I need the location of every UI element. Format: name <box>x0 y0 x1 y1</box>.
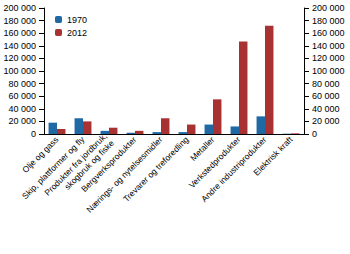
svg-text:100 000: 100 000 <box>3 66 36 76</box>
svg-text:160 000: 160 000 <box>3 28 36 38</box>
svg-text:Bergverksprodukter: Bergverksprodukter <box>79 134 139 194</box>
svg-text:0: 0 <box>31 129 36 139</box>
svg-text:200 000: 200 000 <box>312 3 345 13</box>
svg-text:80 000: 80 000 <box>8 79 36 89</box>
svg-text:120 000: 120 000 <box>312 53 345 63</box>
svg-text:200 000: 200 000 <box>3 3 36 13</box>
svg-text:180 000: 180 000 <box>312 16 345 26</box>
svg-text:20 000: 20 000 <box>312 116 340 126</box>
svg-text:140 000: 140 000 <box>312 41 345 51</box>
svg-text:Nærings- og nytelsesmidler: Nærings- og nytelsesmidler <box>84 134 165 215</box>
svg-text:skogbruk og fiske: skogbruk og fiske <box>62 138 117 192</box>
svg-text:Elektrisk kraft: Elektrisk kraft <box>251 134 295 178</box>
svg-text:40 000: 40 000 <box>8 104 36 114</box>
svg-text:100 000: 100 000 <box>312 66 345 76</box>
svg-text:140 000: 140 000 <box>3 41 36 51</box>
svg-text:Verkstedprodukter: Verkstedprodukter <box>186 134 243 191</box>
svg-text:60 000: 60 000 <box>8 91 36 101</box>
svg-text:Trevarer og treforedling: Trevarer og treforedling <box>121 134 191 204</box>
svg-text:Olje og gass: Olje og gass <box>20 134 61 175</box>
svg-text:120 000: 120 000 <box>3 53 36 63</box>
svg-text:60 000: 60 000 <box>312 91 340 101</box>
svg-text:40 000: 40 000 <box>312 104 340 114</box>
svg-text:1970: 1970 <box>67 15 87 25</box>
svg-text:80 000: 80 000 <box>312 79 340 89</box>
svg-text:180 000: 180 000 <box>3 16 36 26</box>
svg-text:Metaller: Metaller <box>188 134 217 163</box>
svg-text:160 000: 160 000 <box>312 28 345 38</box>
svg-text:2012: 2012 <box>67 28 87 38</box>
svg-text:Skip, plattformer og fly: Skip, plattformer og fly <box>19 134 87 202</box>
svg-text:Produkter fra jordbruk,: Produkter fra jordbruk, <box>42 131 109 198</box>
svg-text:0: 0 <box>312 129 317 139</box>
svg-text:Andre industriprodukter: Andre industriprodukter <box>199 134 269 204</box>
svg-text:20 000: 20 000 <box>8 116 36 126</box>
